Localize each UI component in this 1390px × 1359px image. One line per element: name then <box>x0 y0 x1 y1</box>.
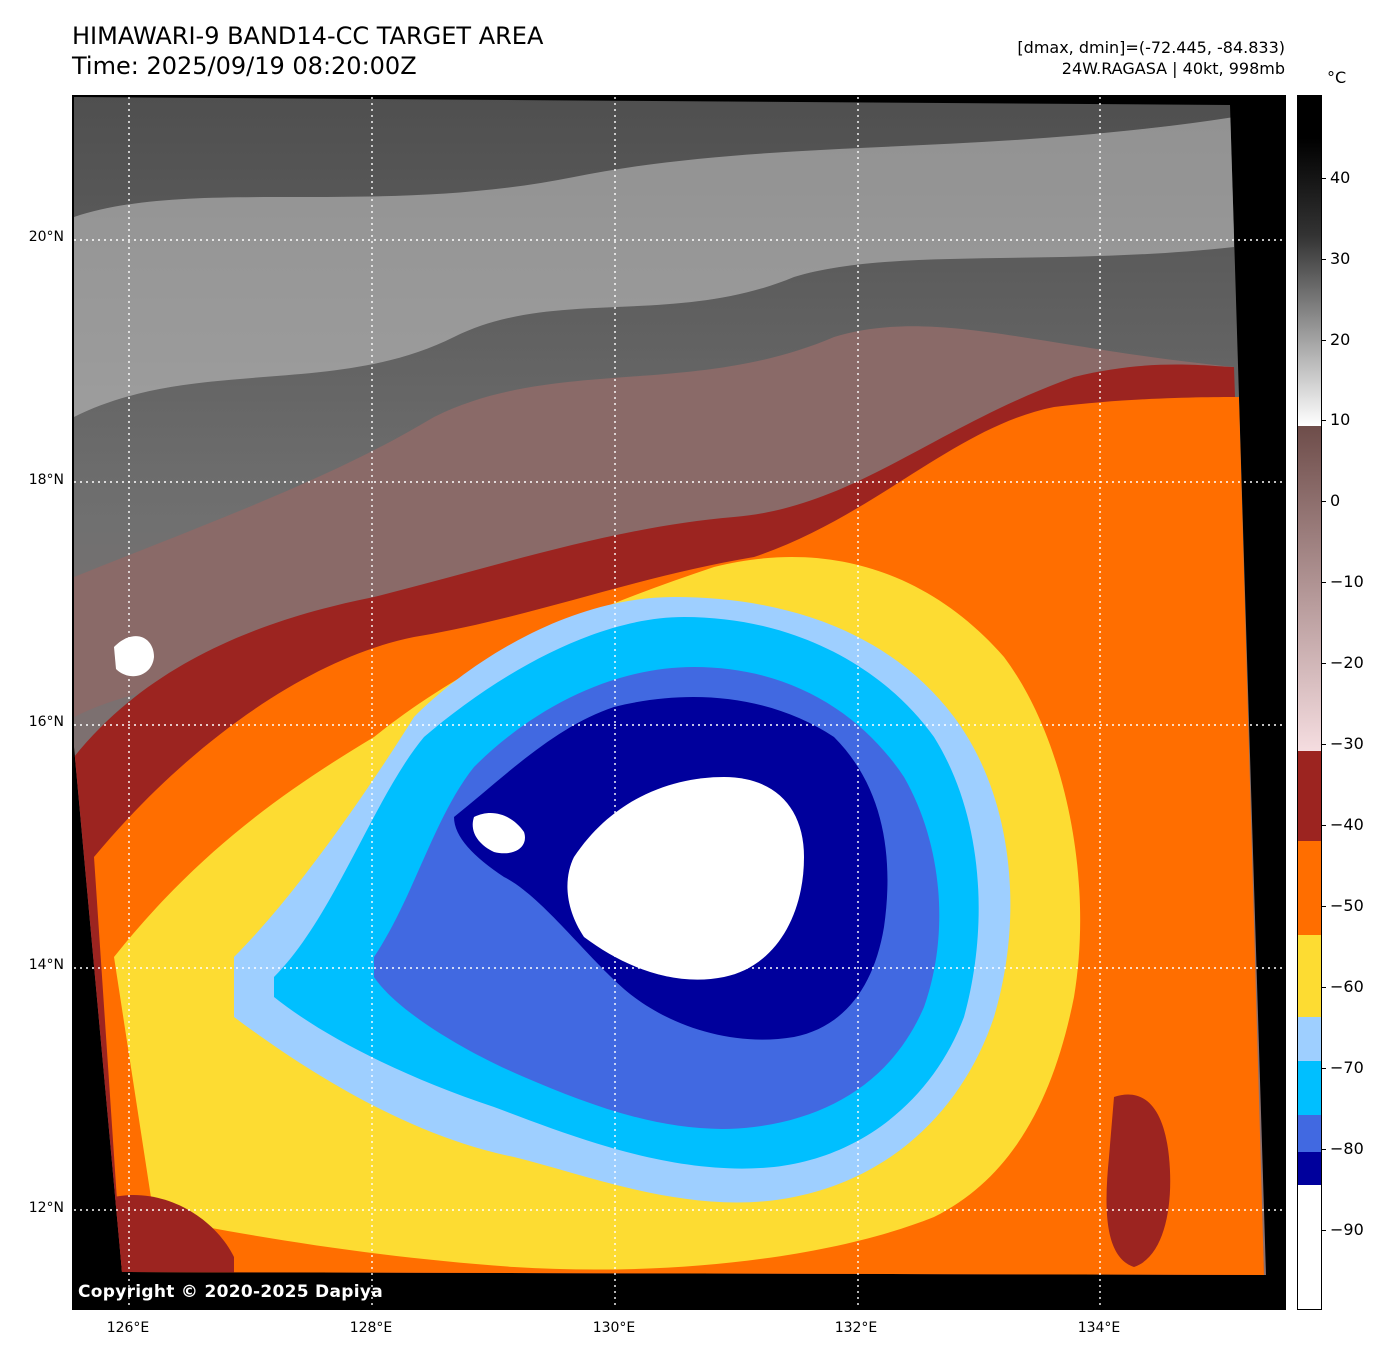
colorbar-royal-blue <box>1298 1115 1321 1152</box>
colorbar-tick-minus20: −20 <box>1330 653 1364 672</box>
colorbar-tick-minus90: −90 <box>1330 1220 1364 1239</box>
lat-label-16n: 16°N <box>28 714 64 730</box>
map-time: Time: 2025/09/19 08:20:00Z <box>72 52 417 80</box>
satellite-image: Copyright © 2020-2025 Dapiya <box>72 95 1286 1310</box>
colorbar-tick-minus50: −50 <box>1330 896 1364 915</box>
coldest-cloud-core <box>567 777 804 980</box>
temperature-range: [dmax, dmin]=(-72.445, -84.833) <box>1017 38 1285 57</box>
map-title: HIMAWARI-9 BAND14-CC TARGET AREA <box>72 22 544 50</box>
colorbar-yellow <box>1298 935 1321 1017</box>
storm-info: 24W.RAGASA | 40kt, 998mb <box>1061 59 1285 78</box>
colorbar-tick-0: 0 <box>1330 491 1341 510</box>
cold-cloud-cell <box>114 636 154 677</box>
colorbar-tick-10: 10 <box>1330 410 1351 429</box>
lon-label-132e: 132°E <box>834 1320 878 1336</box>
lat-label-12n: 12°N <box>28 1200 64 1216</box>
graticule <box>74 97 1284 1308</box>
colorbar-tick-minus30: −30 <box>1330 734 1364 753</box>
colorbar-orange <box>1298 841 1321 935</box>
colorbar-light-blue <box>1298 1017 1321 1061</box>
lat-label-20n: 20°N <box>28 229 64 245</box>
satellite-render <box>74 97 1284 1308</box>
low-cloud-band <box>74 117 1234 417</box>
lat-label-18n: 18°N <box>28 472 64 488</box>
colorbar-brown-pink <box>1298 426 1321 751</box>
colorbar-tick-minus40: −40 <box>1330 815 1364 834</box>
colorbar-warm-black <box>1298 96 1321 236</box>
colorbar-tick-40: 40 <box>1330 168 1351 187</box>
colorbar-tick-minus70: −70 <box>1330 1058 1364 1077</box>
lon-label-134e: 134°E <box>1077 1320 1121 1336</box>
copyright-notice: Copyright © 2020-2025 Dapiya <box>78 1282 383 1302</box>
cold-cloud-cell <box>472 812 525 854</box>
colorbar <box>1297 95 1322 1310</box>
colorbar-tick-minus60: −60 <box>1330 977 1364 996</box>
colorbar-tick-minus10: −10 <box>1330 572 1364 591</box>
lat-label-14n: 14°N <box>28 957 64 973</box>
cold-cloud-cell <box>1106 1094 1171 1267</box>
colorbar-gray <box>1298 236 1321 426</box>
colorbar-tick-20: 20 <box>1330 330 1351 349</box>
colorbar-tick-minus80: −80 <box>1330 1139 1364 1158</box>
lon-label-128e: 128°E <box>349 1320 393 1336</box>
colorbar-tick-30: 30 <box>1330 249 1351 268</box>
lon-label-126e: 126°E <box>106 1320 150 1336</box>
colorbar-cyan <box>1298 1061 1321 1115</box>
lon-label-130e: 130°E <box>592 1320 636 1336</box>
cold-cloud-cell <box>114 1195 234 1275</box>
colorbar-unit: °C <box>1327 68 1347 87</box>
colorbar-dark-red <box>1298 751 1321 841</box>
colorbar-navy <box>1298 1152 1321 1185</box>
colorbar-cold-white <box>1298 1185 1321 1309</box>
